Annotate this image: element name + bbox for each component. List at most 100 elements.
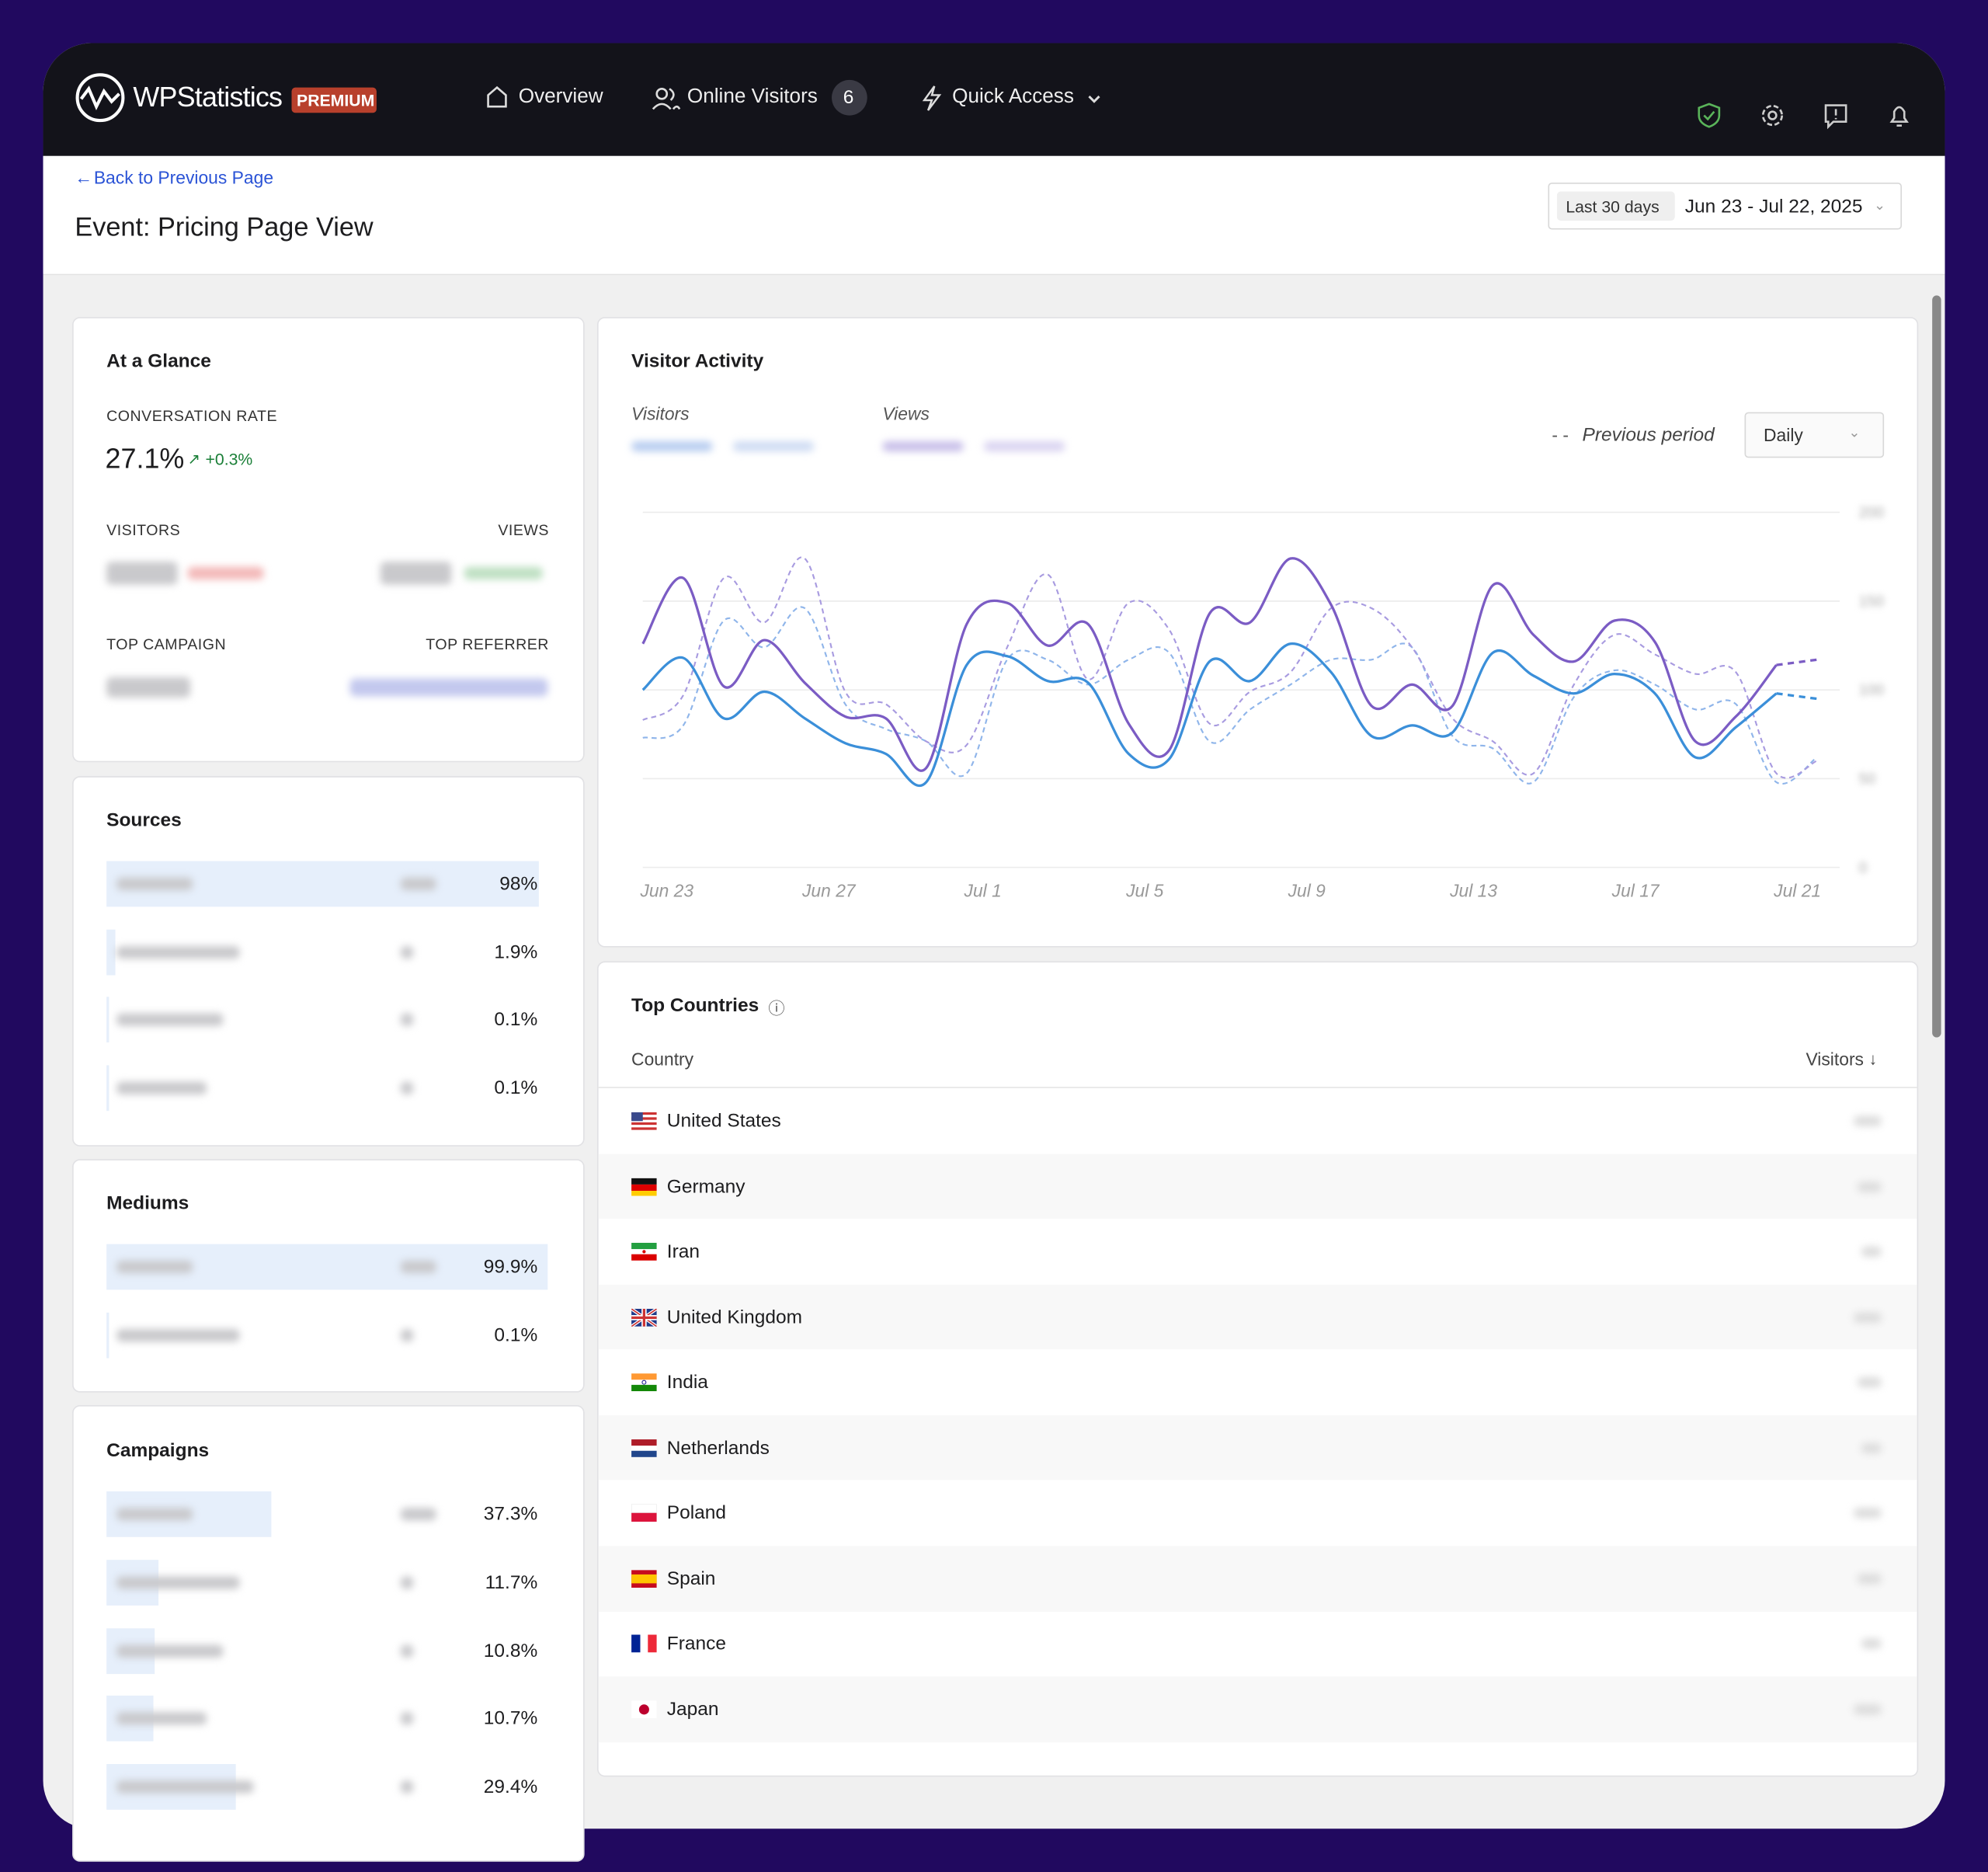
x-tick-label: Jul 17	[1611, 880, 1660, 900]
top-icons	[75, 73, 1909, 130]
blurred	[380, 562, 452, 585]
blurred	[400, 1508, 436, 1521]
share: 1.9%	[494, 941, 538, 963]
x-tick-label: Jul 13	[1449, 880, 1497, 900]
flag-icon	[631, 1504, 658, 1522]
blurred	[116, 1644, 224, 1658]
blurred	[400, 1644, 414, 1658]
share-bar	[106, 929, 115, 975]
series-line-partial	[1776, 658, 1817, 666]
blurred	[400, 1329, 414, 1342]
y-tick-label: 200	[1858, 504, 1884, 521]
shield-icon[interactable]	[1698, 103, 1721, 128]
country: France	[666, 1633, 726, 1655]
x-tick-label: Jun 27	[801, 880, 857, 900]
x-tick-label: Jul 1	[964, 880, 1002, 900]
share-bar	[106, 997, 109, 1043]
count-badge	[832, 79, 867, 116]
countries-title: Top Countries	[631, 994, 759, 1017]
visitors-label: VISITORS	[106, 521, 181, 539]
blurred	[116, 1329, 240, 1342]
blurred	[116, 877, 193, 891]
country: Japan	[666, 1698, 719, 1721]
blurred	[400, 1780, 414, 1794]
change-arrow: ↗	[187, 450, 201, 468]
dash-symbol: - -	[1552, 424, 1569, 446]
mediums-title: Mediums	[106, 1192, 189, 1215]
conversion-label: CONVERSATION RATE	[106, 407, 278, 425]
gear-icon[interactable]	[1767, 110, 1778, 120]
bell-icon[interactable]	[1889, 106, 1909, 127]
country: United States	[666, 1110, 781, 1133]
flag-icon	[631, 1177, 657, 1195]
top-campaign-label: TOP CAMPAIGN	[106, 635, 227, 653]
blurred	[732, 441, 815, 452]
previous-label: Previous period	[1582, 424, 1715, 446]
share: 10.8%	[483, 1640, 538, 1661]
interval-select[interactable]	[1744, 412, 1885, 458]
views-label: VIEWS	[498, 521, 549, 539]
users-icon[interactable]	[655, 87, 669, 100]
blurred	[116, 1508, 193, 1521]
blurred	[1857, 1181, 1882, 1192]
interval: Daily	[1764, 424, 1803, 446]
share-bar	[106, 1312, 109, 1359]
flag	[631, 1177, 657, 1195]
badge-bg	[291, 87, 377, 113]
header-rule	[598, 1087, 1917, 1088]
line-chart: 0 50 100 150 200 Jun 23 Jun 27 Jul 1 Jul 5 Jul 9 J…	[639, 504, 1884, 900]
back-link[interactable]: Back to Previous Page	[93, 167, 274, 188]
conversion-value: 27.1%	[105, 442, 185, 475]
flag-icon	[631, 1569, 657, 1588]
help-icon[interactable]	[1824, 104, 1847, 130]
blurred	[1853, 1115, 1882, 1126]
blurred	[116, 1576, 240, 1589]
share: 0.1%	[494, 1324, 538, 1347]
home-icon[interactable]	[487, 85, 507, 108]
nav-online[interactable]: Online Visitors	[686, 86, 818, 108]
column-header: Country	[631, 1049, 694, 1070]
flag-icon	[631, 1700, 657, 1719]
page-title: Event: Pricing Page View	[75, 213, 374, 242]
blurred	[1857, 1377, 1882, 1388]
blurred	[1861, 1442, 1882, 1453]
blurred	[1853, 1704, 1882, 1715]
share: 29.4%	[483, 1776, 538, 1798]
blurred	[400, 1712, 414, 1726]
logo-wave	[79, 85, 120, 110]
online-count: 6	[843, 86, 854, 109]
series-line	[641, 642, 1778, 787]
nav-overview[interactable]: Overview	[518, 86, 603, 108]
flag-icon	[631, 1635, 657, 1653]
blurred	[400, 1014, 414, 1027]
info-icon[interactable]: ⓘ	[768, 998, 785, 1018]
country: Poland	[666, 1502, 727, 1525]
flag	[631, 1700, 657, 1719]
blurred	[106, 562, 178, 585]
column-header[interactable]: Visitors	[1806, 1049, 1864, 1070]
chevron[interactable]	[1088, 96, 1100, 103]
bolt-icon[interactable]	[922, 85, 942, 111]
share: 10.7%	[483, 1708, 538, 1730]
campaigns-title: Campaigns	[106, 1439, 210, 1462]
scrollbar	[1932, 295, 1941, 1038]
countries-card	[596, 961, 1919, 1777]
flag	[631, 1635, 657, 1653]
share-bar	[106, 1065, 109, 1112]
row-bg	[598, 1414, 1917, 1481]
flag	[631, 1504, 658, 1522]
blurred	[116, 945, 240, 959]
date-range: Jun 23 - Jul 22, 2025	[1684, 196, 1863, 217]
flag-icon	[631, 1439, 657, 1457]
flag-icon	[631, 1243, 657, 1261]
row-bg	[598, 1284, 1917, 1350]
blurred	[1853, 1508, 1882, 1519]
flag	[631, 1439, 657, 1457]
flag	[631, 1569, 657, 1588]
y-tick-label: 0	[1858, 859, 1867, 876]
blurred	[400, 945, 414, 959]
nav-quick[interactable]: Quick Access	[952, 86, 1074, 108]
country: Netherlands	[666, 1437, 770, 1459]
